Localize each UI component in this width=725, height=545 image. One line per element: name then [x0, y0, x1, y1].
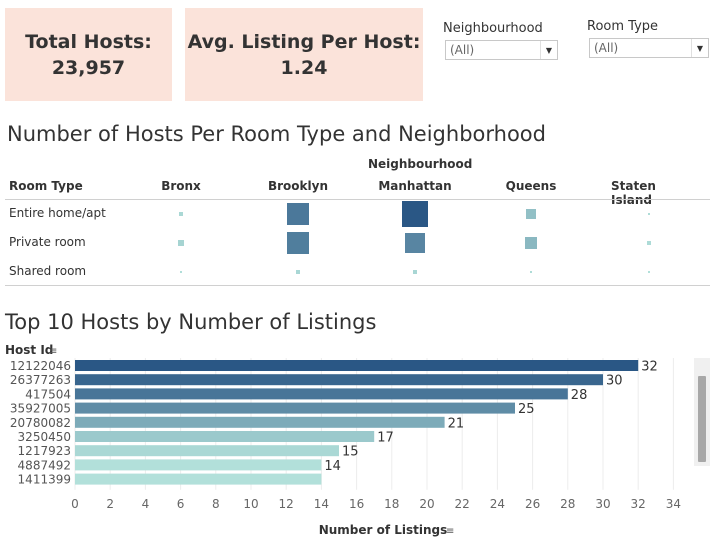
x-tick-label: 28: [560, 497, 575, 511]
bar-host-12122046[interactable]: [75, 360, 639, 371]
bar-value-label: 21: [448, 416, 465, 431]
bar-value-label: 14: [324, 459, 341, 474]
y-axis-title: Host Id: [5, 343, 53, 357]
matrix-title: Number of Hosts Per Room Type and Neighb…: [7, 122, 546, 146]
x-tick-label: 16: [349, 497, 364, 511]
heatmap-cell-shared-room-staten-island[interactable]: [648, 271, 650, 273]
total-hosts-label: Total Hosts:: [25, 30, 152, 53]
sort-icon[interactable]: ≡: [49, 346, 57, 357]
scrollbar-thumb[interactable]: [698, 376, 706, 462]
x-tick-label: 30: [595, 497, 610, 511]
bar-value-label: 30: [606, 374, 623, 389]
matrix-bottom-divider: [5, 285, 710, 286]
neighbourhood-filter-value: (All): [450, 43, 475, 57]
x-tick-label: 4: [142, 497, 150, 511]
matrix-header-divider: [5, 199, 710, 200]
column-header-queens: Queens: [505, 179, 557, 193]
host-id-label: 417504: [25, 387, 71, 401]
x-tick-label: 0: [71, 497, 79, 511]
x-tick-label: 34: [666, 497, 681, 511]
x-tick-label: 10: [243, 497, 258, 511]
bar-host-1217923[interactable]: [75, 445, 339, 457]
total-hosts-value: 23,957: [51, 56, 126, 79]
bar-value-label: 15: [342, 445, 359, 460]
bar-host-26377263[interactable]: [75, 374, 603, 386]
host-id-label: 20780082: [10, 416, 71, 430]
x-tick-label: 14: [314, 497, 329, 511]
row-label-entire-home-apt: Entire home/apt: [9, 206, 106, 220]
neighbourhood-filter-label: Neighbourhood: [443, 21, 543, 36]
heatmap-cell-entire-home-apt-manhattan[interactable]: [402, 201, 428, 227]
heatmap-cell-private-room-brooklyn[interactable]: [287, 232, 309, 254]
avg-listing-label: Avg. Listing Per Host:: [187, 30, 421, 53]
heatmap-cell-private-room-queens[interactable]: [524, 236, 538, 250]
x-axis-title: Number of Listings: [319, 523, 448, 537]
heatmap-cell-entire-home-apt-staten-island[interactable]: [647, 212, 651, 216]
chevron-down-icon[interactable]: ▼: [540, 41, 557, 59]
chevron-down-icon[interactable]: ▼: [691, 39, 708, 57]
host-id-label: 12122046: [10, 359, 71, 373]
host-id-label: 35927005: [10, 402, 71, 416]
x-tick-label: 26: [525, 497, 540, 511]
column-header-manhattan: Manhattan: [378, 179, 452, 193]
bar-value-label: 28: [571, 388, 588, 403]
avg-listing-card: Avg. Listing Per Host: 1.24: [185, 8, 423, 101]
x-tick-label: 12: [279, 497, 294, 511]
bar-value-label: 17: [377, 431, 394, 446]
column-header-staten-island: Staten Island: [611, 179, 656, 207]
heatmap-cell-shared-room-brooklyn[interactable]: [295, 269, 301, 275]
heatmap-cell-shared-room-queens[interactable]: [529, 270, 533, 274]
bar-host-3250450[interactable]: [75, 431, 375, 442]
x-tick-label: 2: [106, 497, 114, 511]
bar-host-1411399[interactable]: [75, 473, 322, 485]
neighbourhood-filter-select[interactable]: (All) ▼: [445, 40, 558, 60]
bar-host-20780082[interactable]: [75, 416, 445, 428]
bar-value-label: 32: [641, 360, 658, 375]
total-hosts-card: Total Hosts: 23,957: [5, 8, 172, 101]
column-header-brooklyn: Brooklyn: [267, 179, 329, 193]
host-id-label: 3250450: [18, 430, 71, 444]
x-tick-label: 22: [455, 497, 470, 511]
heatmap-cell-private-room-bronx[interactable]: [178, 240, 184, 246]
host-id-label: 4887492: [18, 458, 71, 472]
row-label-private-room: Private room: [9, 235, 86, 249]
x-tick-label: 6: [177, 497, 185, 511]
bar-host-35927005[interactable]: [75, 402, 515, 414]
row-header: Room Type: [9, 179, 83, 193]
x-tick-label: 32: [631, 497, 646, 511]
heatmap-cell-entire-home-apt-bronx[interactable]: [178, 211, 184, 217]
host-id-label: 1411399: [18, 473, 71, 487]
heatmap-cell-entire-home-apt-queens[interactable]: [525, 208, 537, 220]
sort-icon[interactable]: ≡: [446, 526, 454, 537]
bar-chart-scrollbar[interactable]: [694, 358, 710, 466]
x-tick-label: 20: [419, 497, 434, 511]
column-header-bronx: Bronx: [161, 179, 201, 193]
bar-host-4887492[interactable]: [75, 459, 322, 471]
host-id-label: 26377263: [10, 373, 71, 387]
x-tick-label: 18: [384, 497, 399, 511]
heatmap-cell-private-room-staten-island[interactable]: [647, 241, 651, 245]
room-type-filter-select[interactable]: (All) ▼: [589, 38, 709, 58]
row-label-shared-room: Shared room: [9, 264, 87, 278]
avg-listing-value: 1.24: [280, 56, 328, 79]
host-id-label: 1217923: [18, 444, 71, 458]
heatmap-cell-entire-home-apt-brooklyn[interactable]: [287, 203, 309, 225]
heatmap-cell-shared-room-manhattan[interactable]: [412, 269, 418, 275]
room-type-filter-value: (All): [594, 41, 619, 55]
column-group-header: Neighbourhood: [368, 157, 473, 171]
bar-value-label: 25: [518, 402, 535, 417]
bar-host-417504[interactable]: [75, 388, 568, 400]
heatmap-cell-shared-room-bronx[interactable]: [180, 271, 182, 273]
x-tick-label: 24: [490, 497, 505, 511]
heatmap-cell-private-room-manhattan[interactable]: [404, 232, 426, 254]
bar-chart-title: Top 10 Hosts by Number of Listings: [5, 310, 377, 334]
room-type-filter-label: Room Type: [587, 19, 659, 34]
x-tick-label: 8: [212, 497, 220, 511]
